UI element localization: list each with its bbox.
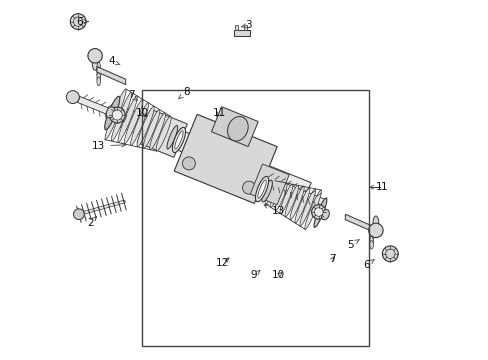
Circle shape [314,208,323,216]
Ellipse shape [294,188,309,223]
Polygon shape [211,107,258,147]
Polygon shape [174,114,277,203]
Bar [142,90,368,346]
Text: 3: 3 [241,20,251,30]
Bar [244,25,246,30]
Ellipse shape [280,184,292,213]
Bar [233,30,249,36]
Ellipse shape [124,99,142,144]
Circle shape [382,246,397,262]
Ellipse shape [174,131,183,149]
Ellipse shape [166,126,177,149]
Ellipse shape [227,117,248,141]
Ellipse shape [130,103,148,145]
Ellipse shape [106,107,115,118]
Text: 10: 10 [272,270,285,280]
Ellipse shape [321,210,329,220]
Ellipse shape [92,56,98,70]
Ellipse shape [105,89,126,140]
Circle shape [73,209,84,220]
Bar [235,25,238,30]
Ellipse shape [285,185,298,217]
Circle shape [112,110,122,120]
Circle shape [311,205,325,219]
Ellipse shape [172,127,185,153]
Ellipse shape [118,96,137,143]
Circle shape [109,107,125,123]
Ellipse shape [275,183,286,211]
Text: 5: 5 [346,240,359,250]
Ellipse shape [269,182,281,207]
Ellipse shape [261,180,272,202]
Ellipse shape [304,190,321,229]
Text: 7: 7 [329,254,335,264]
Text: 13: 13 [264,204,285,216]
Circle shape [242,181,255,194]
Text: 10: 10 [135,108,148,118]
Text: 11: 11 [212,108,225,118]
Polygon shape [78,96,126,121]
Ellipse shape [97,72,101,82]
Text: 12: 12 [216,258,229,268]
Polygon shape [250,164,288,205]
Ellipse shape [313,198,326,228]
Text: 6: 6 [76,17,88,27]
Text: 9: 9 [250,270,260,280]
Circle shape [70,14,86,30]
Ellipse shape [143,109,160,148]
Ellipse shape [97,62,101,75]
Ellipse shape [369,232,373,243]
Ellipse shape [137,106,154,147]
Polygon shape [263,175,325,206]
Ellipse shape [104,96,120,130]
Ellipse shape [257,180,265,198]
Text: 7: 7 [127,90,137,100]
Ellipse shape [97,67,101,78]
Circle shape [368,223,382,238]
Circle shape [88,49,102,63]
Text: 8: 8 [178,87,190,99]
Ellipse shape [289,186,304,220]
Ellipse shape [299,189,315,226]
Ellipse shape [264,181,275,204]
Text: 13: 13 [92,141,125,151]
Ellipse shape [369,240,373,249]
Ellipse shape [149,113,165,150]
Ellipse shape [111,93,131,141]
Polygon shape [97,67,125,85]
Ellipse shape [369,228,373,240]
Ellipse shape [97,77,101,86]
Polygon shape [120,108,310,201]
Polygon shape [345,214,373,232]
Ellipse shape [255,176,268,202]
Circle shape [182,157,195,170]
Text: 6: 6 [363,260,373,270]
Circle shape [66,91,79,104]
Polygon shape [137,109,187,157]
Text: 4: 4 [108,56,120,66]
Ellipse shape [372,216,378,230]
Text: 2: 2 [87,216,96,228]
Ellipse shape [156,116,171,151]
Text: 1: 1 [369,182,382,192]
Ellipse shape [369,236,373,246]
Text: 1: 1 [380,182,386,192]
